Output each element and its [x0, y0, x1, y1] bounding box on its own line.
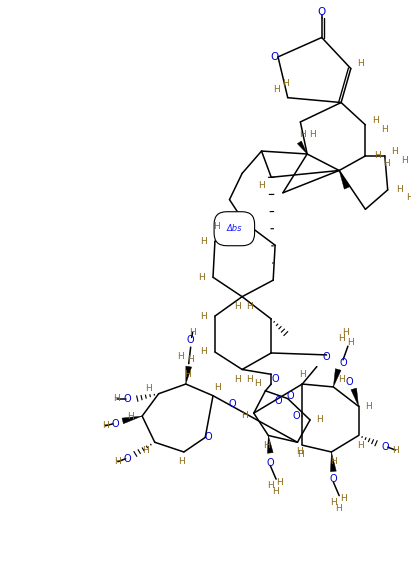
Text: O: O [271, 374, 279, 384]
Text: H: H [335, 504, 342, 513]
Text: H: H [357, 441, 364, 449]
Text: H: H [258, 180, 265, 189]
Text: H: H [338, 374, 344, 384]
Text: H: H [339, 494, 346, 503]
Text: O: O [270, 52, 278, 62]
Polygon shape [330, 452, 336, 472]
Text: O: O [345, 377, 353, 387]
Text: O: O [318, 7, 326, 17]
Text: H: H [406, 193, 411, 202]
Text: O: O [266, 458, 274, 468]
Text: H: H [234, 374, 240, 384]
Text: H: H [396, 185, 403, 195]
Text: O: O [124, 454, 132, 464]
Text: H: H [296, 448, 303, 456]
Text: H: H [282, 79, 289, 88]
Text: H: H [241, 411, 247, 420]
Text: O: O [339, 357, 347, 367]
Text: H: H [200, 237, 207, 246]
Text: H: H [215, 383, 221, 393]
Text: H: H [330, 498, 337, 507]
Text: H: H [343, 328, 349, 337]
Text: H: H [200, 347, 207, 356]
Polygon shape [298, 141, 307, 154]
Text: H: H [102, 421, 109, 430]
Text: H: H [187, 355, 194, 364]
Text: Δbs: Δbs [226, 224, 242, 233]
Text: H: H [198, 272, 205, 282]
Text: O: O [382, 442, 390, 452]
Text: H: H [127, 411, 134, 421]
Text: H: H [273, 86, 279, 94]
Text: H: H [185, 370, 191, 379]
Polygon shape [339, 171, 350, 189]
Text: H: H [189, 328, 196, 337]
Polygon shape [186, 366, 192, 384]
Text: O: O [274, 396, 282, 406]
Text: H: H [330, 457, 337, 466]
Text: H: H [277, 478, 283, 486]
Text: H: H [392, 445, 399, 455]
Text: O: O [287, 391, 294, 401]
Text: H: H [254, 379, 261, 387]
Text: H: H [247, 302, 253, 311]
Text: H: H [365, 402, 372, 411]
Text: H: H [299, 370, 306, 379]
Text: H: H [113, 394, 120, 403]
Text: H: H [316, 415, 323, 424]
Text: H: H [234, 302, 240, 311]
Text: H: H [401, 156, 408, 165]
Text: H: H [299, 130, 306, 139]
Text: O: O [124, 394, 132, 404]
Text: O: O [229, 400, 236, 410]
Text: H: H [267, 482, 274, 490]
Polygon shape [122, 416, 142, 424]
Text: H: H [383, 159, 390, 168]
Text: H: H [213, 222, 220, 231]
Text: H: H [142, 445, 148, 455]
Text: H: H [263, 441, 270, 449]
Text: H: H [272, 488, 279, 496]
Text: O: O [323, 352, 330, 362]
Text: H: H [178, 352, 185, 362]
Text: H: H [309, 130, 315, 139]
Text: O: O [187, 335, 194, 345]
Text: H: H [145, 384, 152, 393]
Text: H: H [372, 115, 379, 124]
Polygon shape [351, 388, 358, 406]
Text: O: O [293, 411, 300, 421]
Text: O: O [330, 474, 337, 484]
Text: H: H [391, 146, 398, 155]
Text: H: H [374, 151, 381, 161]
Polygon shape [333, 369, 341, 387]
Text: H: H [381, 125, 388, 134]
Polygon shape [268, 435, 273, 453]
Text: H: H [347, 338, 354, 347]
Text: H: H [200, 312, 207, 321]
Text: H: H [297, 451, 304, 459]
Polygon shape [226, 222, 244, 230]
Text: O: O [204, 432, 212, 442]
Text: H: H [338, 334, 344, 343]
Text: O: O [111, 419, 119, 429]
Text: H: H [247, 374, 253, 384]
Text: H: H [178, 457, 185, 466]
Text: H: H [115, 457, 121, 466]
Text: H: H [357, 59, 364, 68]
